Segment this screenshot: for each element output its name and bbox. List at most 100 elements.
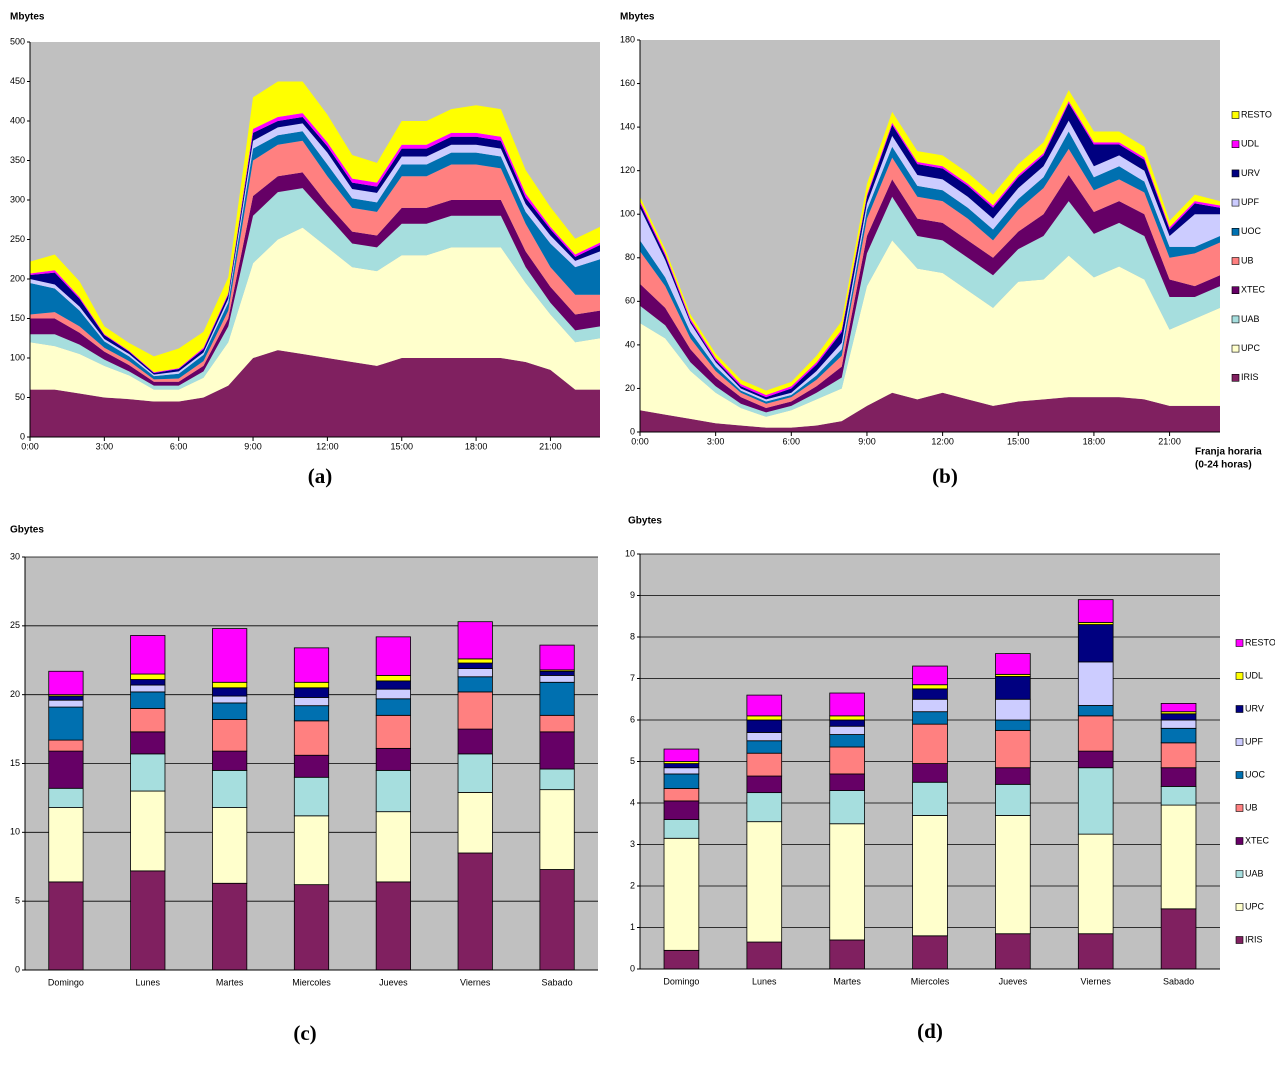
legend-label: UDL	[1241, 139, 1259, 149]
y-tick-label: 1	[630, 922, 635, 932]
bar-segment	[746, 715, 783, 721]
bar-segment	[663, 748, 700, 762]
bar-segment	[829, 790, 865, 825]
y-tick-label: 120	[620, 165, 635, 175]
legend-swatch	[1231, 169, 1240, 178]
bar-segment	[829, 939, 865, 970]
bar-segment	[746, 740, 783, 754]
bar-segment	[995, 698, 1031, 721]
x-tick-label: Jueves	[379, 977, 408, 987]
x-tick-label: 9:00	[244, 441, 262, 451]
bar-segment	[912, 723, 948, 764]
y-tick-label: 100	[620, 209, 635, 219]
bar-segment	[130, 708, 166, 733]
bar-segment	[1077, 661, 1114, 706]
bar-segment	[457, 668, 493, 678]
legend-label: IRIS	[1241, 372, 1259, 382]
bar-segment	[457, 852, 493, 971]
bar-segment	[663, 819, 700, 839]
bar-segment	[293, 815, 330, 886]
bar-segment	[375, 688, 411, 700]
x-tick-label: 0:00	[631, 436, 649, 446]
bar-segment	[663, 788, 700, 802]
bar-segment	[912, 781, 948, 816]
bar-segment	[212, 681, 248, 689]
bar-segment	[375, 714, 411, 749]
bar-segment	[48, 699, 84, 708]
bar-segment	[663, 767, 700, 775]
y-tick-label: 20	[10, 689, 20, 699]
bar-segment	[1160, 703, 1197, 713]
bar-segment	[829, 746, 865, 775]
bar-segment	[293, 884, 330, 971]
bar-segment	[912, 688, 948, 700]
bar-segment	[293, 647, 330, 683]
bar-segment	[1160, 786, 1197, 806]
bar-segment	[912, 698, 948, 713]
unit-label: Mbytes	[620, 12, 655, 23]
bar-segment	[995, 676, 1031, 700]
bar-segment	[48, 695, 84, 701]
bar-segment	[1160, 804, 1197, 910]
bar-segment	[539, 670, 575, 676]
y-tick-label: 10	[625, 548, 635, 558]
y-tick-label: 150	[10, 313, 25, 323]
bar-segment	[539, 768, 575, 791]
bar-segment	[995, 729, 1031, 769]
legend-label: URV	[1245, 703, 1264, 713]
bar-segment	[829, 823, 865, 941]
y-tick-label: 140	[620, 121, 635, 131]
bar-segment	[746, 775, 783, 794]
y-tick-label: 6	[630, 714, 635, 724]
legend-label: UB	[1245, 802, 1258, 812]
x-tick-label: 12:00	[316, 441, 339, 451]
bar-segment	[912, 665, 948, 686]
bar-segment	[375, 674, 411, 682]
bar-segment	[995, 815, 1031, 935]
y-tick-label: 160	[620, 78, 635, 88]
x-tick-label: Martes	[833, 976, 861, 986]
legend-swatch	[1235, 705, 1244, 713]
bar-segment	[539, 644, 575, 671]
bar-segment	[457, 753, 493, 793]
bar-segment	[375, 811, 411, 883]
bar-segment	[375, 698, 411, 716]
y-tick-label: 500	[10, 36, 25, 46]
bar-segment	[995, 653, 1031, 675]
legend-swatch	[1235, 870, 1244, 878]
legend-label: UOC	[1245, 769, 1266, 779]
bar-segment	[293, 681, 330, 689]
legend-label: UAB	[1245, 868, 1264, 878]
bar-segment	[457, 658, 493, 664]
bar-segment	[457, 676, 493, 693]
bar-segment	[212, 882, 248, 971]
area-series	[640, 148, 1220, 409]
y-tick-label: 80	[625, 252, 635, 262]
x-tick-label: Domingo	[663, 976, 699, 986]
x-tick-label: 18:00	[465, 441, 488, 451]
y-tick-label: 180	[620, 34, 635, 44]
y-tick-label: 100	[10, 352, 25, 362]
y-tick-label: 9	[630, 590, 635, 600]
x-tick-label: 9:00	[858, 436, 876, 446]
bar-segment	[829, 725, 865, 735]
legend-label: UB	[1241, 255, 1254, 265]
x-tick-label: 12:00	[931, 436, 954, 446]
legend-swatch	[1231, 315, 1240, 324]
legend-swatch	[1235, 639, 1244, 647]
bar-segment	[48, 739, 84, 752]
bar-segment	[829, 719, 865, 727]
bar-segment	[48, 706, 84, 741]
y-tick-label: 3	[630, 839, 635, 849]
bar-segment	[1077, 933, 1114, 970]
legend-label: UOC	[1241, 226, 1262, 236]
bar-segment	[1077, 833, 1114, 935]
x-tick-label: 3:00	[96, 441, 114, 451]
bar-segment	[829, 715, 865, 721]
y-tick-label: 250	[10, 234, 25, 244]
bar-segment	[293, 776, 330, 817]
bar-segment	[457, 662, 493, 669]
y-tick-label: 350	[10, 155, 25, 165]
bar-segment	[212, 807, 248, 884]
bar-segment	[539, 731, 575, 770]
